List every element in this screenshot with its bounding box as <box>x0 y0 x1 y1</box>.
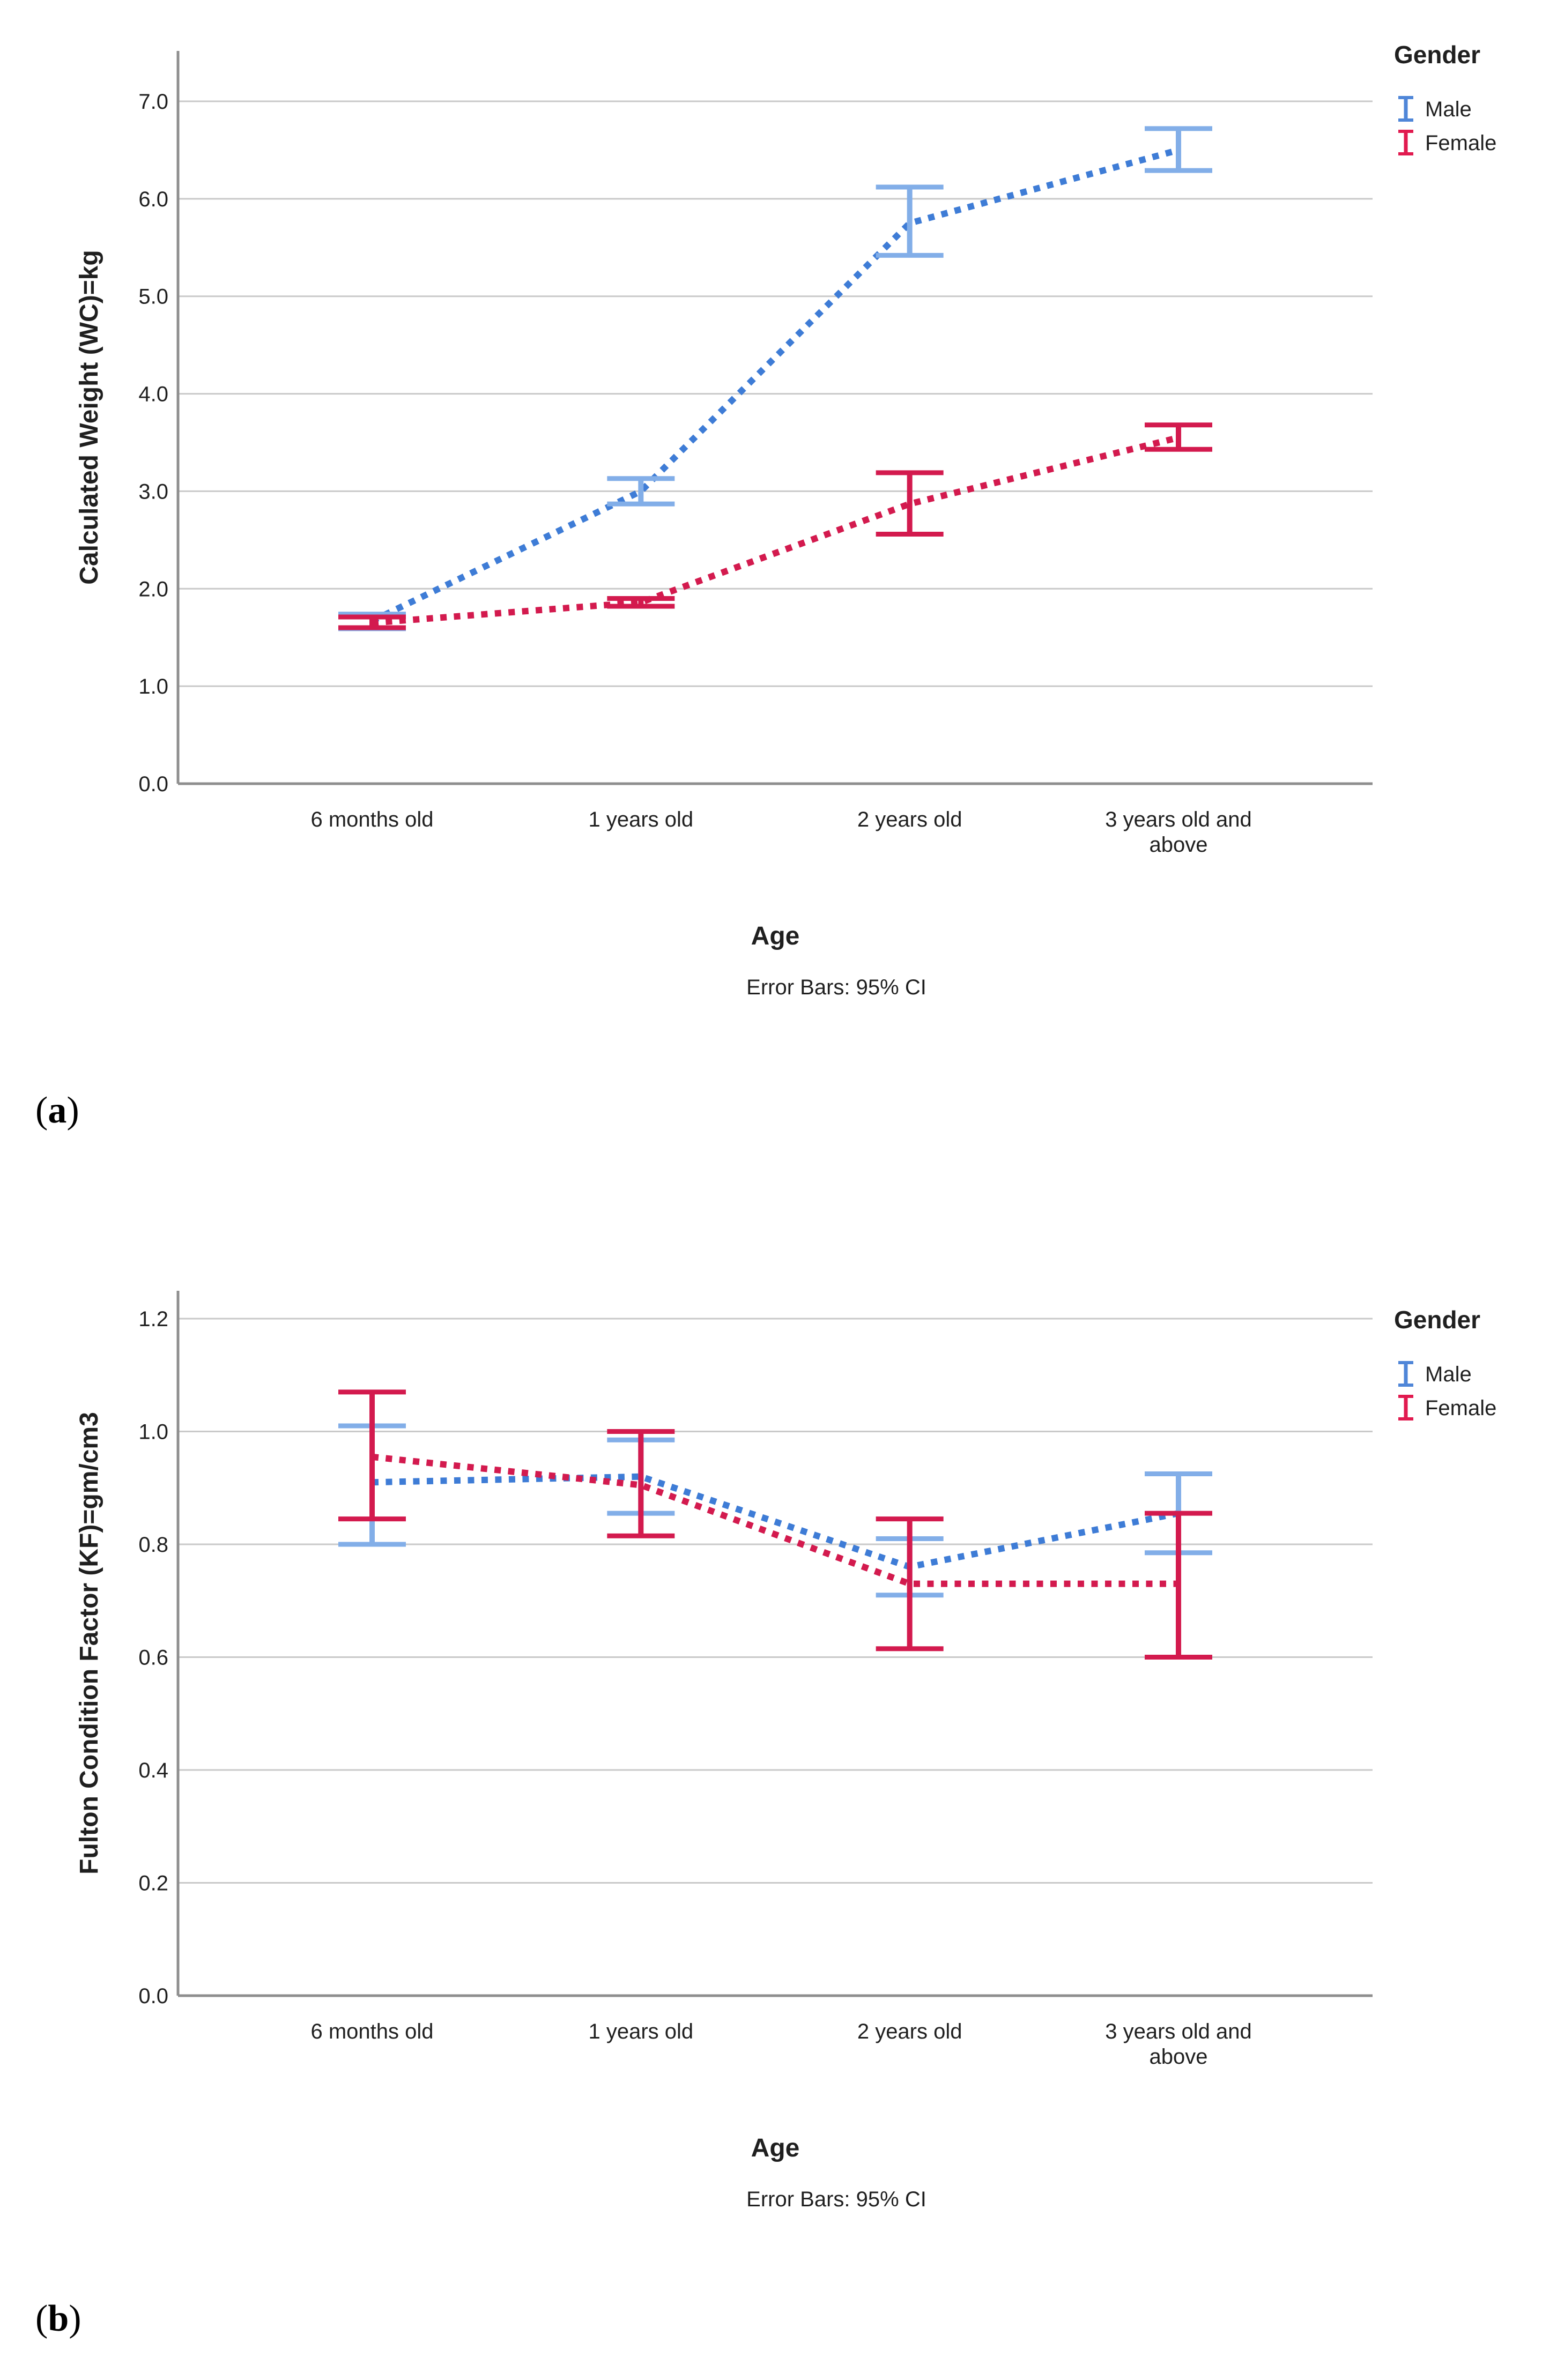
y-tick-label: 2.0 <box>138 577 168 601</box>
x-tick-label: 6 months old <box>310 808 433 831</box>
y-tick-label: 0.0 <box>138 772 168 796</box>
y-tick-label: 0.2 <box>138 1872 168 1895</box>
x-tick-label: 6 months old <box>310 2020 433 2043</box>
legend-female-label: Female <box>1425 131 1496 155</box>
legend-male-label: Male <box>1425 1363 1472 1386</box>
legend-female-label: Female <box>1425 1396 1496 1420</box>
legend-title: Gender <box>1394 1306 1480 1334</box>
y-tick-label: 1.0 <box>138 1420 168 1444</box>
y-tick-label: 4.0 <box>138 383 168 406</box>
x-tick-label: 1 years old <box>588 2020 693 2043</box>
panel-label-b: (b) <box>35 2298 81 2339</box>
y-tick-label: 0.8 <box>138 1533 168 1557</box>
x-tick-label: 3 years old and <box>1105 808 1252 831</box>
legend-title: Gender <box>1394 41 1480 69</box>
male-series-line <box>372 1473 1180 1571</box>
y-tick-label: 6.0 <box>138 188 168 211</box>
error-bars-footnote: Error Bars: 95% CI <box>746 976 926 999</box>
x-tick-label: 2 years old <box>857 808 962 831</box>
panel-label-a: (a) <box>35 1090 79 1131</box>
y-tick-label: 1.0 <box>138 675 168 698</box>
legend-male-label: Male <box>1425 98 1472 121</box>
y-tick-label: 7.0 <box>138 90 168 114</box>
y-tick-label: 3.0 <box>138 480 168 503</box>
x-axis-title: Age <box>751 922 800 950</box>
y-tick-label: 1.2 <box>138 1307 168 1331</box>
x-tick-label: 2 years old <box>857 2020 962 2043</box>
y-tick-label: 0.0 <box>138 1984 168 2008</box>
x-tick-label: 1 years old <box>588 808 693 831</box>
female-series-line <box>372 1453 1178 1587</box>
x-axis-title: Age <box>751 2134 800 2162</box>
x-tick-label: 3 years old and <box>1105 2020 1252 2043</box>
y-tick-label: 0.6 <box>138 1646 168 1670</box>
x-tick-label: above <box>1150 2045 1208 2069</box>
y-axis-title: Fulton Condition Factor (KF)=gm/cm3 <box>75 1412 103 1875</box>
y-axis-title: Calculated Weight (WC)=kg <box>75 250 103 585</box>
x-tick-label: above <box>1150 833 1208 857</box>
error-bars-footnote: Error Bars: 95% CI <box>746 2188 926 2211</box>
female-series-line <box>372 434 1180 626</box>
y-tick-label: 5.0 <box>138 285 168 309</box>
y-tick-label: 0.4 <box>138 1759 168 1782</box>
